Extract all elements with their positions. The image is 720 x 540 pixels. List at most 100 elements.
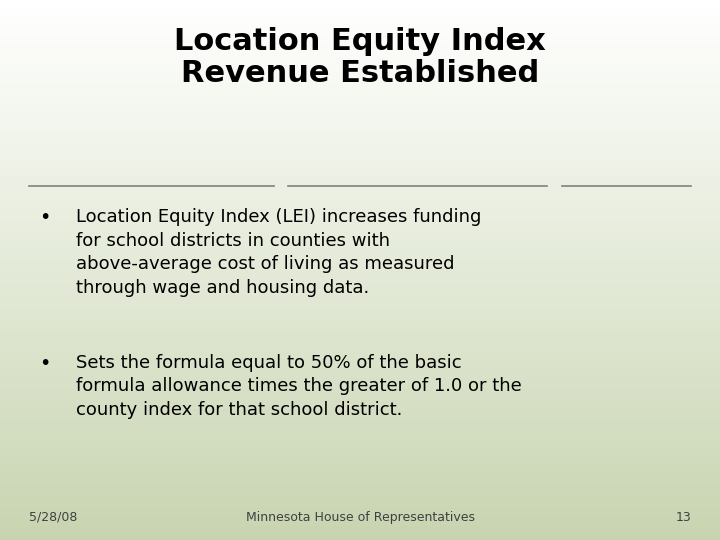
Bar	[0, 187, 720, 189]
Bar	[0, 463, 720, 464]
Bar	[0, 147, 720, 150]
Bar	[0, 282, 720, 285]
Bar	[0, 515, 720, 517]
Bar	[0, 320, 720, 322]
Bar	[0, 416, 720, 417]
Bar	[0, 227, 720, 228]
Bar	[0, 312, 720, 313]
Text: 5/28/08: 5/28/08	[29, 511, 77, 524]
Bar	[0, 360, 720, 362]
Bar	[0, 223, 720, 225]
Bar	[0, 245, 720, 247]
Bar	[0, 162, 720, 164]
Bar	[0, 486, 720, 488]
Bar	[0, 477, 720, 479]
Bar	[0, 272, 720, 274]
Bar	[0, 131, 720, 133]
Bar	[0, 31, 720, 32]
Bar	[0, 498, 720, 501]
Bar	[0, 447, 720, 448]
Bar	[0, 268, 720, 270]
Bar	[0, 250, 720, 252]
Bar	[0, 452, 720, 454]
Bar	[0, 528, 720, 529]
Bar	[0, 390, 720, 393]
Bar	[0, 525, 720, 528]
Bar	[0, 437, 720, 439]
Bar	[0, 506, 720, 508]
Bar	[0, 241, 720, 243]
Bar	[0, 336, 720, 339]
Bar	[0, 232, 720, 234]
Bar	[0, 32, 720, 34]
Bar	[0, 70, 720, 72]
Bar	[0, 83, 720, 85]
Bar	[0, 144, 720, 146]
Bar	[0, 409, 720, 410]
Bar	[0, 479, 720, 481]
Bar	[0, 238, 720, 239]
Bar	[0, 39, 720, 42]
Bar	[0, 151, 720, 153]
Bar	[0, 286, 720, 288]
Bar	[0, 139, 720, 140]
Text: Sets the formula equal to 50% of the basic
formula allowance times the greater o: Sets the formula equal to 50% of the bas…	[76, 354, 521, 419]
Bar	[0, 2, 720, 4]
Bar	[0, 432, 720, 434]
Bar	[0, 423, 720, 425]
Bar	[0, 513, 720, 515]
Bar	[0, 90, 720, 92]
Bar	[0, 160, 720, 162]
Bar	[0, 396, 720, 398]
Bar	[0, 153, 720, 155]
Bar	[0, 11, 720, 12]
Bar	[0, 23, 720, 25]
Bar	[0, 517, 720, 518]
Bar	[0, 290, 720, 292]
Bar	[0, 324, 720, 326]
Bar	[0, 110, 720, 112]
Bar	[0, 436, 720, 437]
Bar	[0, 470, 720, 471]
Bar	[0, 524, 720, 525]
Bar	[0, 178, 720, 180]
Bar	[0, 157, 720, 158]
Bar	[0, 362, 720, 363]
Bar	[0, 218, 720, 220]
Bar	[0, 65, 720, 66]
Bar	[0, 471, 720, 474]
Bar	[0, 279, 720, 281]
Bar	[0, 137, 720, 139]
Bar	[0, 366, 720, 367]
Bar	[0, 346, 720, 347]
Bar	[0, 308, 720, 309]
Bar	[0, 79, 720, 81]
Bar	[0, 184, 720, 185]
Bar	[0, 491, 720, 493]
Bar	[0, 410, 720, 412]
Bar	[0, 59, 720, 61]
Bar	[0, 174, 720, 177]
Bar	[0, 265, 720, 266]
Bar	[0, 509, 720, 511]
Bar	[0, 351, 720, 353]
Bar	[0, 58, 720, 59]
Bar	[0, 108, 720, 110]
Bar	[0, 340, 720, 342]
Bar	[0, 387, 720, 389]
Bar	[0, 275, 720, 277]
Bar	[0, 293, 720, 295]
Bar	[0, 5, 720, 7]
Bar	[0, 383, 720, 385]
Bar	[0, 403, 720, 405]
Bar	[0, 407, 720, 409]
Bar	[0, 502, 720, 504]
Bar	[0, 448, 720, 450]
Bar	[0, 200, 720, 201]
Bar	[0, 277, 720, 279]
Bar	[0, 356, 720, 358]
Bar	[0, 150, 720, 151]
Text: Location Equity Index (LEI) increases funding
for school districts in counties w: Location Equity Index (LEI) increases fu…	[76, 208, 481, 296]
Bar	[0, 43, 720, 45]
Bar	[0, 441, 720, 443]
